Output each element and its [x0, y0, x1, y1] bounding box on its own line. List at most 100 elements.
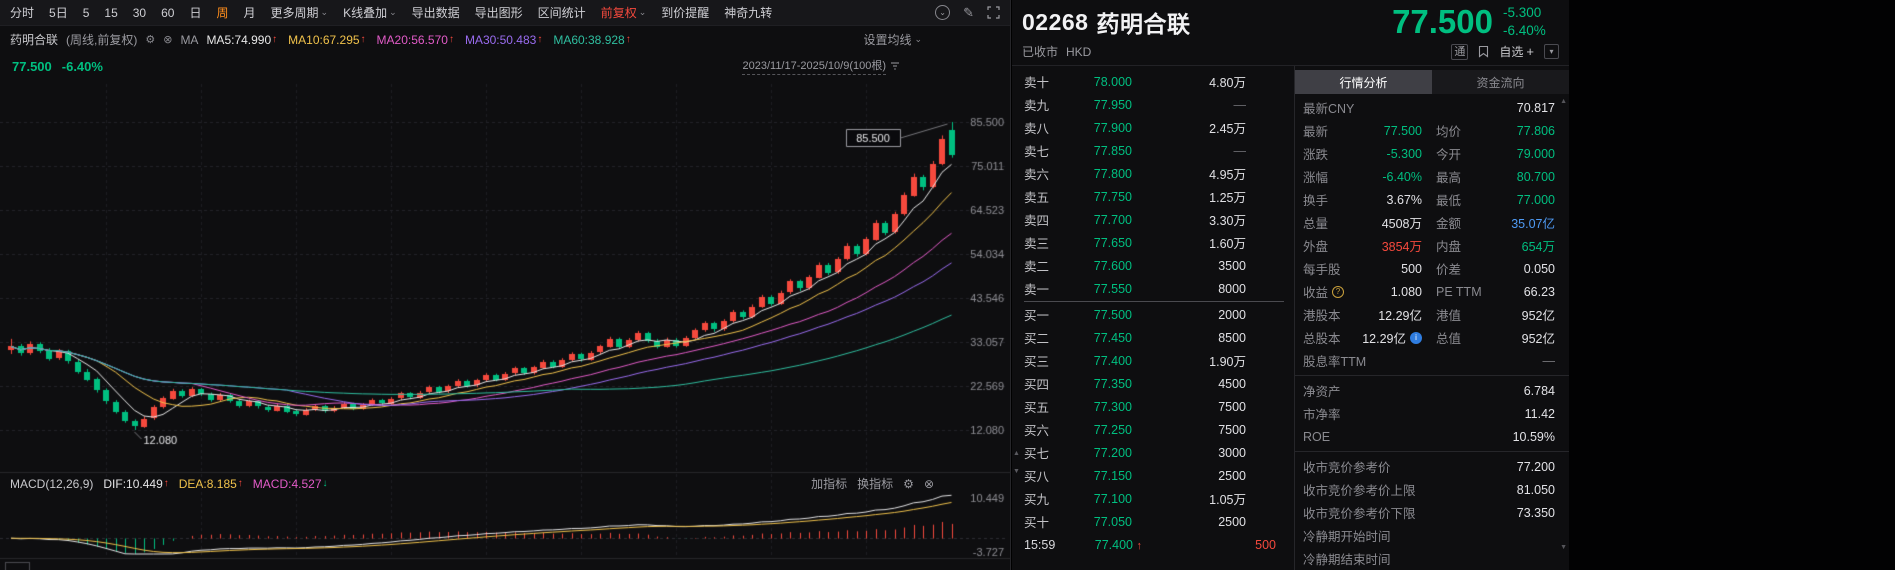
level-label: 卖十 [1024, 76, 1050, 90]
stock-name: 药明合联 [1096, 11, 1191, 38]
level-label: 卖九 [1024, 99, 1050, 113]
tab-quote-analysis[interactable]: 行情分析 [1295, 70, 1432, 94]
toolbar-item[interactable]: 更多周期 ⌄ [270, 6, 329, 20]
toolbar-item[interactable]: 周 [216, 6, 229, 20]
toolbar-item[interactable]: 月 [243, 6, 256, 20]
stat-label-text: 冷静期结束时间 [1303, 553, 1391, 567]
toolbar-item[interactable]: 区间统计 [537, 6, 586, 20]
date-range-control[interactable]: 2023/11/17-2025/10/9(100根) [742, 57, 900, 75]
stat-row: 外盘 3854万 内盘 654万 [1295, 234, 1569, 257]
watchlist-caret-icon[interactable]: ▾ [1544, 44, 1559, 60]
switch-indicator-button[interactable]: 换指标 [857, 477, 894, 491]
stats-scroll-down-icon[interactable]: ▼ [1560, 544, 1567, 551]
info-icon[interactable]: i [1410, 331, 1422, 344]
stat-row: 冷静期结束时间 [1295, 547, 1569, 570]
chart-toolbar: 分时 5日 5 15 30 60 日周月更多周期 ⌄ K线叠加 ⌄ 导出数据 导出图形 区间统计 前复权 ⌄… [0, 0, 1010, 26]
level-volume: 8500 [1218, 330, 1246, 345]
ma-legend-item[interactable]: MA30:50.483 ↑ [465, 33, 542, 47]
ma-legend-item[interactable]: MA20:56.570 ↑ [377, 33, 454, 47]
orderbook-row[interactable]: 买四 77.350 4500 [1012, 372, 1294, 395]
toolbar-item[interactable]: 前复权 ⌄ [600, 6, 647, 20]
stat-label-text: 总值 [1436, 332, 1462, 346]
stat-label-text: 港值 [1436, 309, 1462, 323]
stat-value: 11.42 [1524, 406, 1555, 421]
indicator-settings-gear-icon[interactable]: ⚙ [145, 34, 156, 46]
ma-legend-item[interactable]: MA60:38.928 ↑ [553, 33, 630, 47]
orderbook-row[interactable]: 买六 77.250 7500 [1012, 418, 1294, 441]
add-watchlist-button[interactable]: 自选 + [1499, 43, 1534, 60]
stat-label-text: 市净率 [1303, 408, 1341, 422]
stat-value-wrap: 1.080 [1391, 285, 1422, 299]
toolbar-item[interactable]: 60 [161, 5, 175, 20]
orderbook-row[interactable]: 卖三 77.650 1.60万 [1012, 231, 1294, 254]
orderbook-row[interactable]: 卖八 77.900 2.45万 [1012, 116, 1294, 139]
bookmark-icon[interactable] [1478, 45, 1489, 59]
stat-value-wrap: 77.200 [1517, 460, 1555, 474]
stat-label-text: 换手 [1303, 194, 1329, 208]
orderbook-row[interactable]: 买八 77.150 2500 [1012, 464, 1294, 487]
orderbook-row[interactable]: 买十 77.050 2500 [1012, 510, 1294, 533]
toolbar-item[interactable]: 导出数据 [411, 6, 460, 20]
orderbook-row[interactable]: 卖六 77.800 4.95万 [1012, 162, 1294, 185]
stat-cell: 外盘 3854万 [1303, 236, 1422, 255]
toolbar-item[interactable]: 15 [104, 5, 118, 20]
level-price: 77.050 [1093, 514, 1132, 529]
orderbook-row[interactable]: 卖二 77.600 3500 [1012, 254, 1294, 277]
orderbook-row[interactable]: 买三 77.400 1.90万 [1012, 349, 1294, 372]
stat-value: 70.817 [1516, 100, 1555, 115]
stat-value-wrap: 81.050 [1517, 483, 1555, 497]
stats-scroll-up-icon[interactable]: ▲ [1560, 98, 1567, 105]
orderbook-row[interactable]: 买七 77.200 3000 [1012, 441, 1294, 464]
level-volume: 1.25万 [1209, 191, 1246, 205]
help-icon[interactable]: ? [1332, 285, 1345, 298]
stat-label-text: 净资产 [1303, 385, 1341, 399]
quote-header-row2: 已收市 HKD 通 自选 + ▾ [1022, 43, 1559, 60]
toolbar-item[interactable]: 30 [132, 5, 147, 20]
hk-connect-badge: 通 [1451, 43, 1469, 60]
toolbar-item[interactable]: K线叠加 ⌄ [343, 6, 397, 20]
level-volume: 4500 [1218, 376, 1246, 391]
fullscreen-icon[interactable] [987, 6, 1000, 19]
ma-legend-item[interactable]: MA5:74.990 ↑ [206, 33, 277, 47]
stat-value-wrap: 70.817 [1517, 101, 1555, 115]
stat-cell: 今开 79.000 [1422, 144, 1555, 163]
ma-settings-button[interactable]: 设置均线 ⌄ [863, 31, 922, 48]
toolbar-item[interactable]: 神奇九转 [724, 6, 773, 20]
toolbar-item[interactable]: 5日 [49, 6, 68, 20]
orderbook-row[interactable]: 卖七 77.850 — [1012, 139, 1294, 162]
level-price: 77.800 [1093, 166, 1132, 181]
orderbook-row[interactable]: 卖九 77.950 — [1012, 93, 1294, 116]
level-volume: 1.90万 [1209, 355, 1246, 369]
level-label: 买八 [1024, 470, 1050, 484]
order-book: 卖十 78.000 4.80万 卖九 77.950 — 卖八 77.900 2.45万 卖七 77.… [1012, 66, 1294, 570]
orderbook-row[interactable]: 卖四 77.700 3.30万 [1012, 208, 1294, 231]
chart-dropdown-icon[interactable]: ⌄ [935, 5, 951, 20]
level-price: 77.900 [1093, 120, 1132, 135]
add-indicator-button[interactable]: 加指标 [811, 477, 848, 491]
orderbook-row[interactable]: 买五 77.300 7500 [1012, 395, 1294, 418]
orderbook-row[interactable]: 卖一 77.550 8000 [1012, 277, 1294, 300]
candlestick-chart-canvas[interactable] [0, 26, 1010, 570]
orderbook-row[interactable]: 买二 77.450 8500 [1012, 326, 1294, 349]
toolbar-item[interactable]: 5 [82, 5, 90, 20]
orderbook-row[interactable]: 卖十 78.000 4.80万 [1012, 70, 1294, 93]
draw-tool-icon[interactable]: ✎ [963, 4, 974, 20]
indicator-close-icon[interactable]: ⊗ [163, 34, 173, 46]
orderbook-row[interactable]: 买九 77.100 1.05万 [1012, 487, 1294, 510]
toolbar-item[interactable]: 分时 [10, 6, 35, 20]
tab-capital-flow[interactable]: 资金流向 [1476, 75, 1525, 90]
macd-settings-gear-icon[interactable]: ⚙ [903, 476, 914, 491]
level-volume: 3.30万 [1209, 214, 1246, 228]
orderbook-scroll-down-icon[interactable]: ▼ [1013, 468, 1020, 475]
stat-label: 均价 [1436, 121, 1461, 140]
orderbook-row[interactable]: 买一 77.500 2000 [1012, 303, 1294, 326]
toolbar-item[interactable]: 日 [189, 6, 202, 20]
macd-close-icon[interactable]: ⊗ [923, 476, 934, 491]
orderbook-row[interactable]: 卖五 77.750 1.25万 [1012, 185, 1294, 208]
toolbar-item[interactable]: 导出图形 [474, 6, 523, 20]
toolbar-item[interactable]: 到价提醒 [661, 6, 710, 20]
chevron-down-icon: ⌄ [320, 7, 329, 17]
stat-label-text: 最新 [1303, 125, 1329, 139]
ma-legend-item[interactable]: MA10:67.295 ↑ [288, 33, 365, 47]
orderbook-scroll-up-icon[interactable]: ▲ [1013, 450, 1020, 457]
